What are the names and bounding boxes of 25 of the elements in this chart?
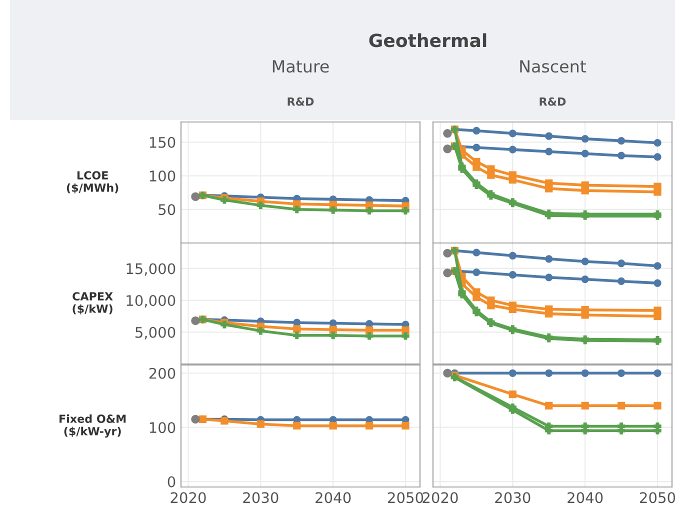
x-tick-label: 2020 [422,492,458,504]
x-tick-label: 2030 [495,492,530,504]
y-axis-title: Fixed O&M ($/kW-yr) [60,414,126,438]
y-tick-label: 10,000 [126,295,176,308]
chart-title: Mature [272,60,329,73]
x-tick-label: 2030 [243,492,278,504]
y-tick-label: 100 [150,170,176,182]
x-tick-label: 2040 [568,492,603,504]
chart-subtitle: R&D [288,97,314,106]
x-tick-label: 2040 [316,492,351,504]
chart-subtitle: R&D [540,97,566,106]
y-axis-title: LCOE ($/MWh) [66,171,118,194]
y-tick-label: 5,000 [136,326,176,340]
x-tick-label: 2050 [388,492,424,504]
y-tick-label: 150 [150,136,176,148]
chart-title: Nascent [520,60,586,73]
y-tick-label: 200 [149,368,176,379]
y-tick-label: 100 [150,422,176,434]
y-tick-label: 50 [158,204,176,216]
y-axis-title: CAPEX ($/kW) [72,292,113,314]
text: Geothermal [369,33,486,48]
y-tick-label: 15,000 [126,263,176,276]
y-tick-label: 0 [168,476,176,488]
x-tick-label: 2020 [170,492,206,504]
x-tick-label: 2050 [640,492,675,504]
